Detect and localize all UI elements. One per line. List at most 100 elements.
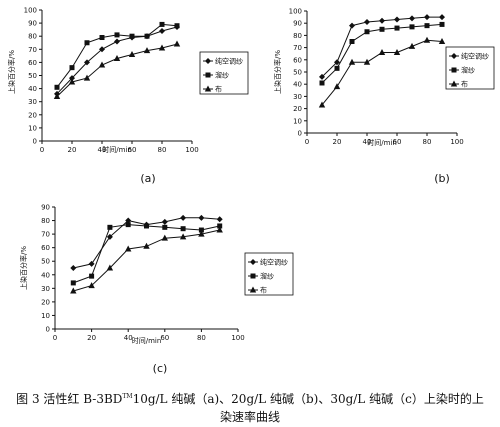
y-tick-label: 40 — [41, 271, 50, 279]
data-point — [334, 65, 340, 71]
data-point — [125, 217, 132, 224]
series-3 — [318, 36, 446, 108]
legend-label: 纯空调纱 — [260, 258, 288, 267]
y-tick-label: 50 — [28, 72, 37, 80]
legend-marker — [205, 58, 211, 64]
data-point — [162, 224, 168, 230]
data-point — [144, 33, 150, 39]
panel-label: (a) — [140, 172, 155, 185]
y-tick-label: 50 — [293, 69, 302, 77]
y-tick-label: 30 — [41, 285, 50, 293]
data-point — [161, 234, 168, 241]
data-point — [69, 65, 75, 71]
chart-panel-1: 0 10 20 30 40 50 60 70 80 90 100 0 20 40 60 80 100 时间/min… — [7, 7, 249, 185]
chart-panel-3: 0 10 20 30 40 50 60 70 80 90 0 20 40 60 80 100 时间/min 上染百… — [19, 204, 294, 375]
legend-marker — [204, 85, 212, 92]
data-point — [393, 48, 401, 55]
data-point — [319, 80, 325, 86]
legend-marker — [250, 259, 256, 265]
legend-marker — [250, 273, 256, 279]
data-point — [113, 54, 121, 61]
data-point — [161, 218, 168, 225]
y-tick-label: 0 — [33, 138, 37, 146]
data-point — [70, 287, 77, 294]
data-point — [70, 280, 76, 286]
x-tick-label: 0 — [40, 146, 44, 154]
data-point — [106, 264, 114, 271]
x-tick-label: 100 — [450, 138, 463, 146]
y-tick-label: 50 — [41, 258, 50, 266]
y-tick-label: 80 — [28, 33, 37, 41]
data-point — [158, 44, 166, 51]
data-point — [83, 74, 91, 81]
y-tick-label: 90 — [28, 20, 37, 28]
x-axis-title: 时间/min — [367, 138, 397, 147]
data-point — [394, 16, 400, 23]
data-point — [424, 14, 430, 21]
data-point — [216, 226, 223, 233]
data-point — [125, 245, 132, 252]
x-tick-label: 60 — [160, 334, 169, 342]
data-point — [114, 38, 120, 45]
data-point — [180, 226, 186, 232]
y-axis-title: 上染百分率/% — [7, 50, 16, 94]
y-tick-label: 0 — [298, 130, 302, 138]
y-tick-label: 0 — [46, 326, 50, 334]
data-point — [107, 224, 113, 230]
legend-marker — [451, 53, 457, 59]
y-tick-label: 20 — [41, 298, 50, 306]
data-point — [54, 84, 60, 90]
data-point — [439, 14, 445, 21]
data-point — [129, 33, 135, 39]
y-tick-label: 70 — [41, 231, 50, 239]
series-3 — [70, 226, 223, 294]
data-point — [409, 24, 415, 30]
legend-marker — [205, 72, 211, 78]
panel-label: (c) — [153, 362, 168, 375]
data-point — [348, 58, 356, 65]
data-point — [143, 47, 151, 54]
data-point — [198, 227, 204, 233]
data-point — [364, 29, 370, 35]
series-1 — [319, 14, 445, 80]
data-point — [349, 39, 355, 44]
x-tick-label: 40 — [98, 146, 107, 154]
y-tick-label: 10 — [28, 124, 37, 132]
data-point — [379, 26, 385, 32]
x-tick-label: 80 — [423, 138, 432, 146]
data-point — [438, 38, 446, 44]
legend-marker — [451, 67, 457, 73]
x-tick-label: 0 — [53, 334, 57, 342]
data-point — [394, 25, 400, 31]
data-point — [143, 242, 150, 249]
data-point — [98, 61, 106, 68]
data-point — [423, 36, 431, 43]
y-axis-title: 上染百分率/% — [19, 246, 28, 290]
series-2 — [70, 222, 223, 286]
y-axis-title: 上染百分率/% — [273, 50, 282, 94]
data-point — [217, 223, 223, 229]
data-point — [89, 273, 95, 279]
y-tick-label: 70 — [28, 46, 37, 54]
x-tick-label: 80 — [158, 146, 167, 154]
data-point — [99, 35, 105, 41]
legend-label: 溜纱 — [215, 71, 229, 80]
data-point — [198, 214, 205, 221]
y-tick-label: 40 — [293, 81, 302, 89]
data-point — [198, 230, 205, 237]
y-tick-label: 80 — [41, 217, 50, 225]
series-line — [73, 224, 220, 284]
data-point — [333, 83, 341, 90]
data-point — [174, 23, 180, 29]
data-point — [69, 75, 75, 82]
legend-label: 布 — [215, 85, 222, 94]
figure-caption-line2: 染速率曲线 — [0, 408, 500, 425]
caption-prefix: 图 3 活性红 B-3BD — [16, 392, 123, 406]
y-tick-label: 100 — [24, 7, 37, 15]
series-3 — [53, 40, 181, 99]
y-tick-label: 60 — [293, 56, 302, 64]
legend-label: 纯空调纱 — [461, 52, 489, 61]
x-tick-label: 0 — [305, 138, 309, 146]
data-point — [439, 21, 445, 27]
